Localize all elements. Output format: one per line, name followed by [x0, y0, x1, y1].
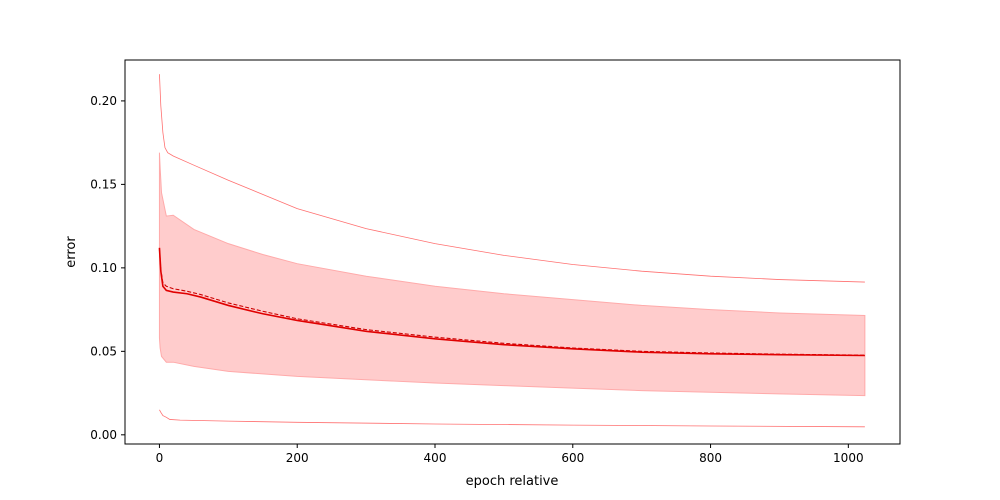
y-tick-label: 0.20: [90, 94, 117, 108]
y-tick-label: 0.05: [90, 344, 117, 358]
y-tick-label: 0.10: [90, 261, 117, 275]
series-max-line: [159, 74, 865, 283]
y-tick-label: 0.15: [90, 177, 117, 191]
series-median-line: [158, 249, 865, 356]
x-tick-label: 1000: [833, 451, 864, 465]
x-tick-label: 0: [156, 451, 164, 465]
y-axis: 0.00 0.05 0.10 0.15 0.20: [90, 94, 125, 442]
x-tick-label: 800: [699, 451, 722, 465]
series-min-line: [159, 409, 865, 428]
x-axis-label: epoch relative: [466, 474, 559, 489]
y-axis-label: error: [64, 236, 79, 268]
x-axis: 0 200 400 600 800 1000: [156, 444, 864, 465]
series-mean-line: [158, 247, 865, 357]
x-tick-label: 200: [286, 451, 309, 465]
x-tick-label: 400: [424, 451, 447, 465]
y-tick-label: 0.00: [90, 428, 117, 442]
spread-band: [158, 152, 866, 397]
plot-area: [158, 74, 866, 428]
x-tick-label: 600: [561, 451, 584, 465]
axes-frame: [124, 59, 901, 445]
